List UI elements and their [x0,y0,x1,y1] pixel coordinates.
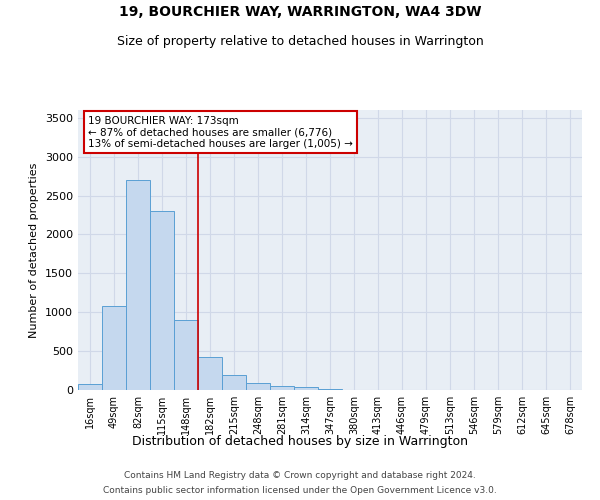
Bar [294,388,318,390]
Text: 19 BOURCHIER WAY: 173sqm
← 87% of detached houses are smaller (6,776)
13% of sem: 19 BOURCHIER WAY: 173sqm ← 87% of detach… [88,116,353,149]
Bar [78,384,102,390]
Y-axis label: Number of detached properties: Number of detached properties [29,162,40,338]
Text: Contains HM Land Registry data © Crown copyright and database right 2024.: Contains HM Land Registry data © Crown c… [124,471,476,480]
Bar [246,383,270,390]
Text: 19, BOURCHIER WAY, WARRINGTON, WA4 3DW: 19, BOURCHIER WAY, WARRINGTON, WA4 3DW [119,5,481,19]
Bar [270,386,294,390]
Text: Size of property relative to detached houses in Warrington: Size of property relative to detached ho… [116,35,484,48]
Bar [198,358,222,390]
Text: Contains public sector information licensed under the Open Government Licence v3: Contains public sector information licen… [103,486,497,495]
Text: Distribution of detached houses by size in Warrington: Distribution of detached houses by size … [132,435,468,448]
Bar [150,211,174,390]
Bar [102,306,126,390]
Bar [126,180,150,390]
Bar [174,320,198,390]
Bar [318,389,342,390]
Bar [222,375,246,390]
